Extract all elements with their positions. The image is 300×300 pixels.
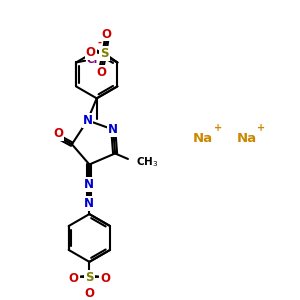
Text: +: + [257, 123, 265, 133]
Text: N: N [82, 114, 92, 127]
Text: O: O [100, 272, 110, 285]
Text: O: O [97, 66, 107, 79]
Text: O: O [69, 272, 79, 285]
Text: S: S [85, 271, 94, 284]
Text: N: N [108, 123, 118, 136]
Text: S: S [100, 47, 109, 60]
Text: N: N [84, 178, 94, 191]
Text: Na: Na [193, 132, 213, 145]
Text: O: O [86, 46, 96, 59]
Text: N: N [84, 196, 94, 210]
Text: O: O [53, 127, 63, 140]
Text: -: - [97, 38, 101, 48]
Text: O: O [101, 28, 111, 40]
Text: Cl: Cl [87, 55, 98, 65]
Text: CH$_3$: CH$_3$ [136, 155, 159, 169]
Text: O: O [84, 286, 94, 300]
Text: Na: Na [236, 132, 256, 145]
Text: +: + [214, 123, 222, 133]
